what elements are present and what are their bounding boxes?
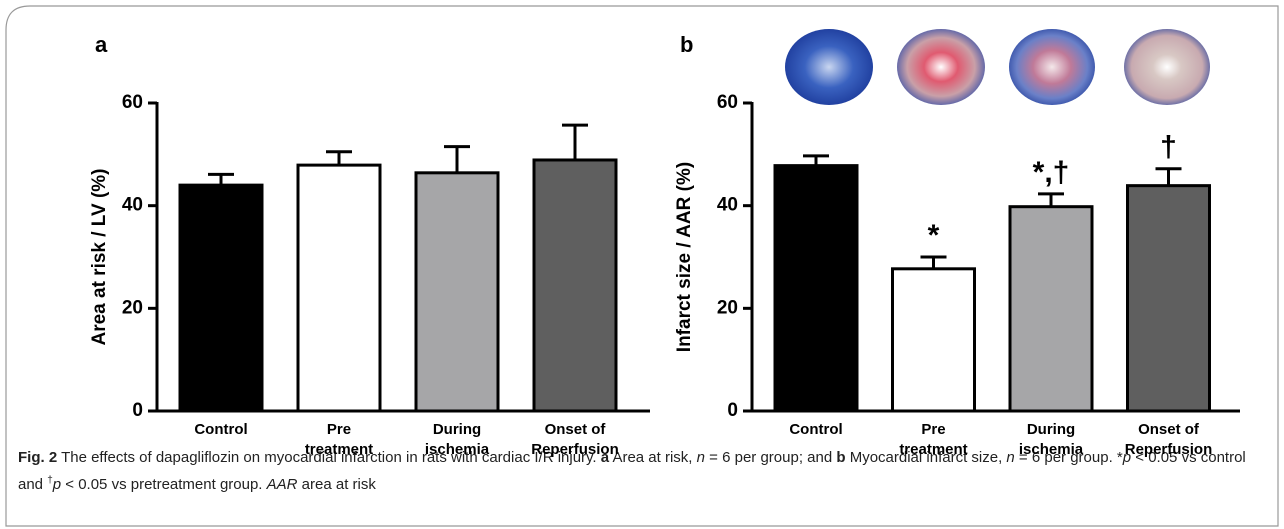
y-tick-label: 0 bbox=[727, 400, 738, 421]
bar bbox=[891, 267, 976, 413]
y-tick-label: 20 bbox=[122, 297, 143, 318]
annotation: * bbox=[928, 219, 940, 252]
x-tick-label: Control bbox=[789, 421, 843, 438]
bar bbox=[178, 183, 264, 413]
caption-text: a bbox=[600, 449, 610, 466]
caption-text: b bbox=[836, 449, 846, 466]
caption-text: = 6 per group. * bbox=[1014, 449, 1123, 466]
y-tick-label: 0 bbox=[132, 400, 143, 421]
bar bbox=[773, 164, 859, 413]
caption-text: < 0.05 vs pretreatment group. bbox=[61, 476, 267, 493]
caption-text: p bbox=[52, 476, 62, 493]
bar bbox=[1008, 205, 1094, 413]
x-tick-label: During ischemia bbox=[1018, 421, 1084, 458]
bar bbox=[296, 163, 382, 413]
caption-text: † bbox=[47, 475, 53, 486]
caption-text: p bbox=[1122, 449, 1132, 466]
y-axis-label: Area at risk / LV (%) bbox=[89, 168, 110, 345]
caption-text: AAR bbox=[266, 476, 298, 493]
y-tick-label: 40 bbox=[122, 195, 143, 216]
heart-photo bbox=[1124, 29, 1210, 105]
caption-label: Fig. 2 bbox=[18, 449, 58, 466]
annotation: *,† bbox=[1033, 156, 1070, 189]
annotation: † bbox=[1160, 131, 1177, 164]
x-tick-label: During ischemia bbox=[424, 421, 490, 458]
y-tick-label: 60 bbox=[122, 92, 143, 113]
caption-text: Myocardial infarct size, bbox=[845, 449, 1007, 466]
caption-text: = 6 per group; and bbox=[705, 449, 837, 466]
figure-border bbox=[5, 5, 1279, 527]
x-tick-label: Pre treatment bbox=[304, 421, 374, 458]
heart-photo bbox=[1009, 29, 1095, 105]
bar bbox=[1126, 184, 1211, 413]
caption-text: The effects of dapagliflozin on myocardi… bbox=[57, 449, 601, 466]
caption-text: n bbox=[1006, 449, 1015, 466]
heart-photos bbox=[785, 29, 1210, 105]
y-tick-label: 60 bbox=[717, 92, 738, 113]
panel-label: a bbox=[95, 32, 108, 57]
y-tick-label: 40 bbox=[717, 195, 738, 216]
y-tick-label: 20 bbox=[717, 297, 738, 318]
heart-photo bbox=[785, 29, 873, 105]
caption-text: area at risk bbox=[297, 476, 376, 493]
x-tick-label: Control bbox=[194, 421, 248, 438]
caption: Fig. 2 The effects of dapagliflozin on m… bbox=[18, 446, 1268, 496]
x-tick-label: Pre treatment bbox=[899, 421, 968, 458]
x-tick-label: Onset of Reperfusion bbox=[531, 421, 619, 458]
panel-label: b bbox=[680, 32, 693, 57]
bar bbox=[532, 158, 618, 413]
x-tick-label: Onset of Reperfusion bbox=[1124, 421, 1213, 458]
caption-text: n bbox=[696, 449, 705, 466]
y-axis-label: Infarct size / AAR (%) bbox=[674, 162, 695, 352]
caption-text: < 0.05 vs control and bbox=[18, 449, 1246, 493]
heart-photo bbox=[897, 29, 985, 105]
bar bbox=[414, 171, 500, 413]
caption-text: Area at risk, bbox=[609, 449, 697, 466]
